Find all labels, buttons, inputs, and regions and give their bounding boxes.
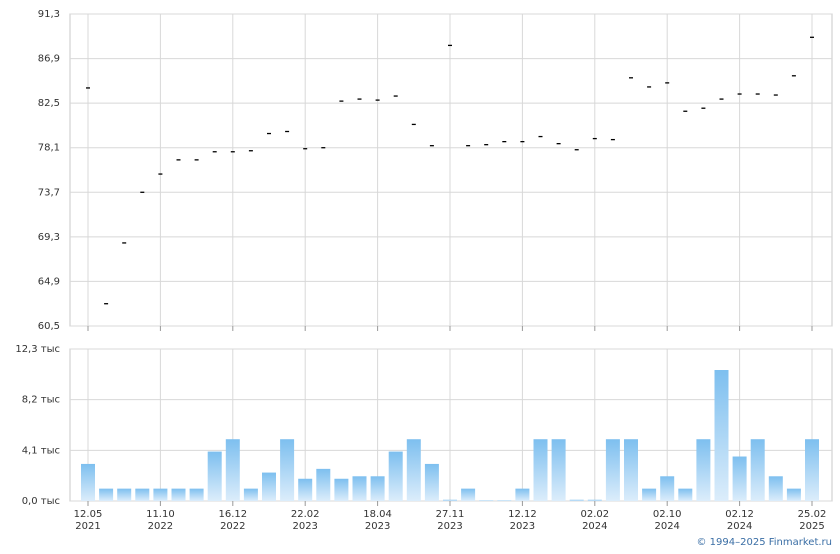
x-tick-label: 2022 <box>220 521 245 532</box>
volume-bar <box>678 488 693 501</box>
volume-bar <box>207 451 222 501</box>
volume-bar <box>587 499 602 501</box>
volume-bar <box>732 456 747 501</box>
volume-bar <box>352 476 367 501</box>
x-tick-label: 12.05 <box>74 509 103 520</box>
volume-bar <box>388 451 403 501</box>
y-tick-label: 8,2 тыс <box>22 395 60 406</box>
y-tick-label: 4,1 тыс <box>22 445 60 456</box>
volume-bar <box>443 499 457 501</box>
x-tick-label: 2023 <box>292 521 317 532</box>
x-tick-label: 18.04 <box>363 509 392 520</box>
volume-bar <box>533 439 548 501</box>
x-tick-label: 2022 <box>148 521 173 532</box>
volume-bar <box>624 439 638 501</box>
volume-bar <box>406 439 421 501</box>
x-tick-label: 11.10 <box>146 509 175 520</box>
volume-bar <box>370 476 385 501</box>
x-tick-label: 16.12 <box>218 509 247 520</box>
x-tick-label: 2023 <box>365 521 390 532</box>
x-tick-label: 22.02 <box>291 509 320 520</box>
volume-bar <box>316 468 331 501</box>
volume-bar <box>280 439 295 501</box>
volume-bar <box>81 463 95 501</box>
y-tick-label: 86,9 <box>38 54 60 65</box>
volume-bar <box>714 370 729 501</box>
volume-bar <box>298 478 313 501</box>
volume-bar <box>515 488 530 501</box>
x-tick-label: 2024 <box>727 521 752 532</box>
x-tick-label: 12.12 <box>508 509 537 520</box>
volume-bar <box>117 488 132 501</box>
x-tick-label: 2024 <box>582 521 607 532</box>
volume-bar <box>479 500 494 501</box>
x-tick-label: 02.10 <box>653 509 682 520</box>
y-tick-label: 82,5 <box>38 98 60 109</box>
volume-bar <box>660 476 675 501</box>
volume-bar <box>171 488 186 501</box>
x-tick-label: 2025 <box>799 521 824 532</box>
volume-bar <box>99 488 114 501</box>
volume-bar <box>805 439 819 501</box>
y-tick-label: 69,3 <box>38 232 60 243</box>
volume-bar <box>461 488 476 501</box>
volume-bar <box>153 488 168 501</box>
y-tick-label: 64,9 <box>38 276 60 287</box>
volume-bar <box>243 488 258 501</box>
x-tick-label: 02.12 <box>725 509 754 520</box>
x-tick-label: 25.02 <box>798 509 827 520</box>
y-tick-label: 73,7 <box>38 187 60 198</box>
volume-bar <box>189 488 204 501</box>
volume-bar <box>225 439 240 501</box>
volume-bar <box>334 478 349 501</box>
volume-bar <box>424 463 439 501</box>
volume-bar <box>696 439 711 501</box>
y-tick-label: 60,5 <box>38 321 60 332</box>
volume-bar <box>786 488 801 501</box>
price-frame <box>69 13 833 327</box>
volume-bar <box>569 499 584 501</box>
y-tick-label: 12,3 тыс <box>15 344 60 355</box>
x-tick-label: 2023 <box>437 521 462 532</box>
y-tick-label: 78,1 <box>38 143 60 154</box>
y-tick-label: 91,3 <box>38 9 60 20</box>
volume-bar <box>262 472 276 501</box>
y-tick-label: 0,0 тыс <box>22 496 60 507</box>
volume-bar <box>642 488 657 501</box>
x-tick-label: 2024 <box>654 521 679 532</box>
x-tick-label: 2023 <box>510 521 535 532</box>
volume-bar <box>768 476 783 501</box>
volume-bar <box>750 439 765 501</box>
x-tick-label: 27.11 <box>436 509 465 520</box>
volume-bar <box>605 439 620 501</box>
volume-bar <box>551 439 566 501</box>
x-tick-label: 02.02 <box>580 509 609 520</box>
volume-bar <box>497 500 512 501</box>
volume-bar <box>135 488 150 501</box>
x-tick-label: 2021 <box>75 521 100 532</box>
copyright[interactable]: © 1994–2025 Finmarket.ru <box>696 537 832 548</box>
